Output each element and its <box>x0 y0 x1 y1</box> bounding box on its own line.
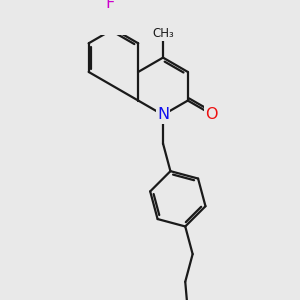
Text: O: O <box>205 107 218 122</box>
Text: F: F <box>105 0 115 11</box>
Text: CH₃: CH₃ <box>152 27 174 40</box>
Text: N: N <box>157 107 169 122</box>
